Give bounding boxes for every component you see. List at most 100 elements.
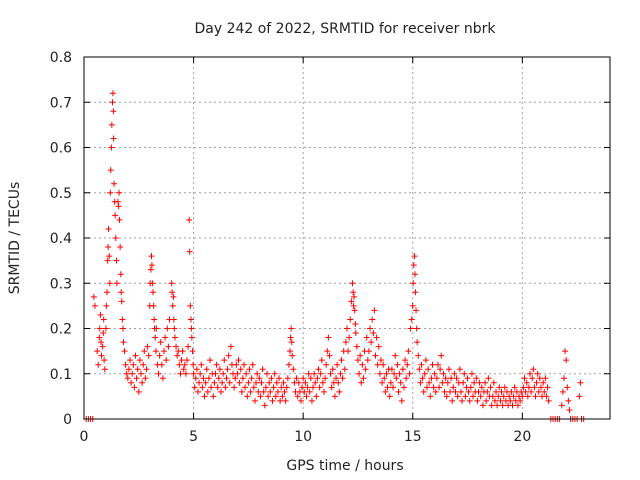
data-point [287, 348, 294, 355]
data-point [122, 361, 129, 368]
y-tick-label: 0.8 [50, 50, 72, 66]
data-point [365, 348, 372, 355]
data-point [113, 280, 120, 287]
data-point [456, 366, 463, 373]
data-point [384, 384, 391, 391]
data-point [310, 384, 317, 391]
data-point [490, 379, 497, 386]
data-point [180, 366, 187, 373]
data-point [232, 375, 239, 382]
data-point [258, 379, 265, 386]
data-point [485, 375, 492, 382]
data-point [246, 366, 253, 373]
data-point [212, 370, 219, 377]
data-point [373, 334, 380, 341]
data-point [148, 262, 155, 269]
data-point [465, 388, 472, 395]
data-point [152, 334, 159, 341]
data-point [294, 393, 301, 400]
data-point [188, 325, 195, 332]
data-point [429, 361, 436, 368]
data-point [269, 397, 276, 404]
data-point [308, 397, 315, 404]
data-point [372, 352, 379, 359]
data-point [411, 271, 418, 278]
data-point [400, 384, 407, 391]
data-point [164, 325, 171, 332]
data-point [125, 366, 132, 373]
data-point [576, 393, 583, 400]
data-point [473, 375, 480, 382]
data-point [314, 375, 321, 382]
data-point [536, 375, 543, 382]
data-point [359, 361, 366, 368]
data-point [201, 393, 208, 400]
data-point [313, 393, 320, 400]
data-point [110, 135, 117, 142]
data-point [101, 366, 108, 373]
data-point [249, 361, 256, 368]
data-point [367, 325, 374, 332]
data-point [119, 316, 126, 323]
data-point [250, 384, 257, 391]
data-point [511, 384, 518, 391]
data-point [419, 375, 426, 382]
data-point [251, 397, 258, 404]
data-point [193, 366, 200, 373]
data-point [231, 384, 238, 391]
data-point [491, 397, 498, 404]
data-point [475, 388, 482, 395]
data-point [350, 302, 357, 309]
data-point [328, 384, 335, 391]
data-point [431, 370, 438, 377]
data-point [225, 352, 232, 359]
data-point [289, 352, 296, 359]
data-point [381, 375, 388, 382]
data-point [416, 366, 423, 373]
data-point [273, 379, 280, 386]
data-point [326, 352, 333, 359]
data-point [543, 393, 550, 400]
data-point [358, 379, 365, 386]
data-point [540, 379, 547, 386]
data-point [467, 384, 474, 391]
data-point [354, 357, 361, 364]
data-point [350, 289, 357, 296]
data-point [169, 289, 176, 296]
data-point [139, 379, 146, 386]
data-point [351, 307, 358, 314]
data-point [149, 280, 156, 287]
data-point [123, 370, 130, 377]
chart-title: Day 242 of 2022, SRMTID for receiver nbr… [194, 21, 496, 37]
data-point [160, 348, 167, 355]
y-tick-label: 0.1 [50, 367, 72, 383]
data-point [519, 393, 526, 400]
data-point [352, 330, 359, 337]
data-point [300, 375, 307, 382]
data-point [171, 334, 178, 341]
data-point [105, 244, 112, 251]
data-point [233, 361, 240, 368]
data-point [290, 366, 297, 373]
data-point [274, 388, 281, 395]
data-point [186, 216, 193, 223]
data-point [117, 271, 124, 278]
data-point [417, 379, 424, 386]
data-point [133, 375, 140, 382]
data-point [196, 379, 203, 386]
x-tick-label: 10 [294, 429, 312, 445]
data-point [494, 402, 501, 409]
x-axis-label: GPS time / hours [286, 458, 403, 474]
data-point [132, 352, 139, 359]
data-point [101, 357, 108, 364]
data-point [559, 388, 566, 395]
data-point [398, 397, 405, 404]
data-point [95, 361, 102, 368]
data-point [409, 302, 416, 309]
data-point [117, 244, 124, 251]
data-point [208, 384, 215, 391]
data-point [187, 316, 194, 323]
data-point [301, 388, 308, 395]
data-point [162, 334, 169, 341]
